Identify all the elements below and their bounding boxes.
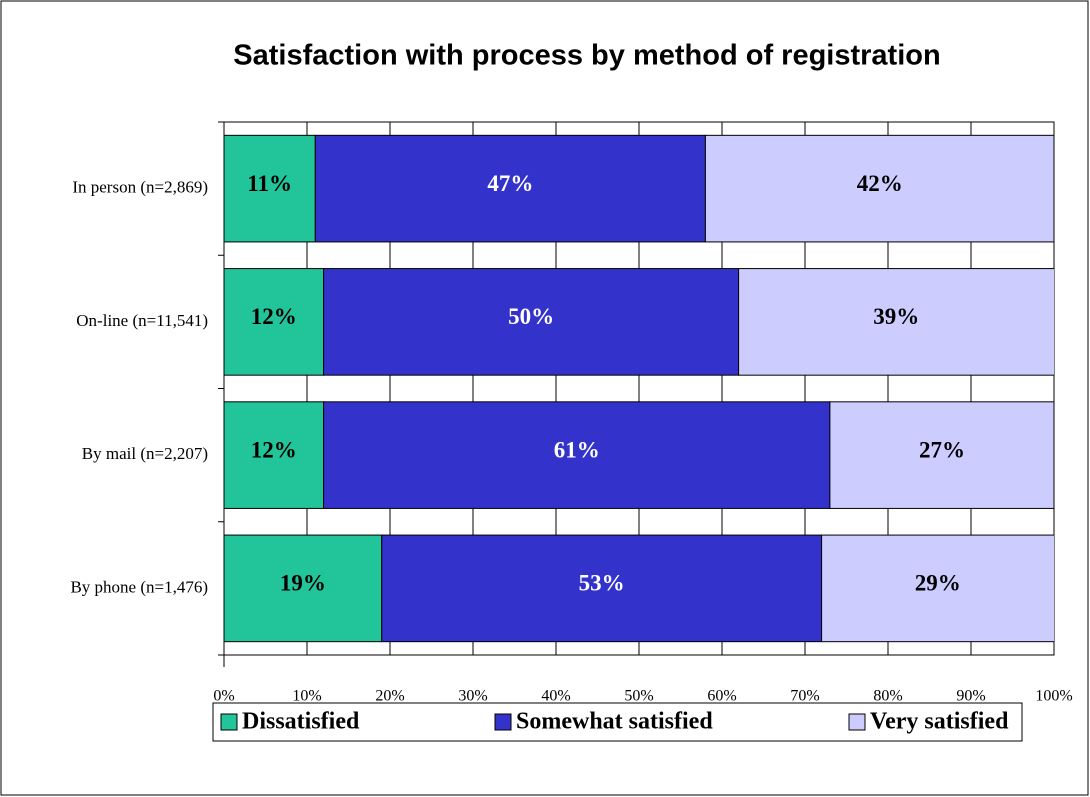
x-tick-label: 10% [292,688,321,705]
legend-swatch [848,713,866,731]
x-tick-label: 80% [873,688,902,705]
x-tick-label: 60% [707,688,736,705]
bar-segment [704,134,1054,243]
legend-box [212,702,1023,742]
bar-segment [381,534,823,643]
value-label: 11% [247,171,292,196]
legend-label: Very satisfied [870,709,1009,735]
bar-segment [224,268,325,376]
bar-segment [323,268,740,376]
value-label: 29% [915,571,961,596]
bar-segment [829,401,1054,509]
y-tick-label: By phone (n=1,476) [70,577,208,596]
value-label: 47% [487,171,533,196]
legend-swatch [220,713,238,731]
x-tick-label: 30% [458,688,487,705]
value-label: 39% [873,304,919,329]
value-label: 12% [251,304,297,329]
value-label: 42% [857,171,903,196]
bar-segment [224,401,325,509]
bar-segment [224,534,383,643]
y-tick-label: On-line (n=11,541) [76,311,208,330]
x-tick-label: 0% [213,688,234,705]
x-tick-label: 50% [624,688,653,705]
value-label: 61% [554,437,600,462]
value-label: 53% [579,571,625,596]
x-tick-label: 100% [1035,688,1072,705]
bar-segment [314,134,706,243]
x-tick-label: 40% [541,688,570,705]
value-label: 27% [919,437,965,462]
value-label: 50% [508,304,554,329]
legend-label: Somewhat satisfied [516,709,713,735]
x-tick-label: 90% [956,688,985,705]
bar-segment [738,268,1054,376]
value-label: 19% [280,571,326,596]
bar-segment [323,401,831,509]
y-tick-label: By mail (n=2,207) [82,444,208,463]
bar-segment [821,534,1054,643]
value-label: 12% [251,437,297,462]
x-tick-label: 70% [790,688,819,705]
x-tick-label: 20% [375,688,404,705]
legend-swatch [494,713,512,731]
chart-title: Satisfaction with process by method of r… [233,40,940,72]
legend-label: Dissatisfied [242,709,360,735]
y-tick-label: In person (n=2,869) [72,178,208,197]
